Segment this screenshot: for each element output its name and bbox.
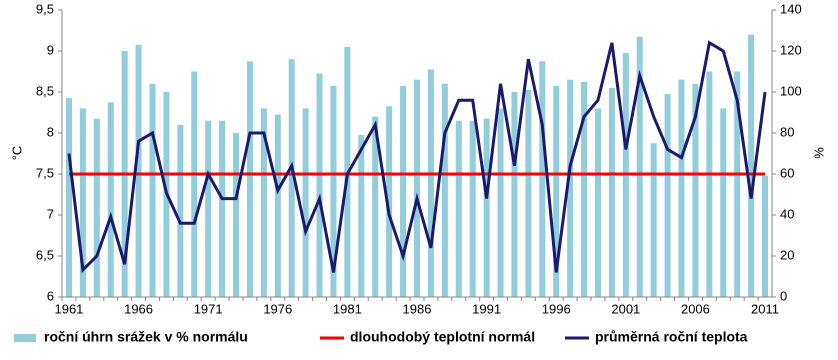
- x-tick-label: 2011: [751, 301, 779, 316]
- bar: [191, 71, 198, 297]
- bar: [678, 79, 685, 297]
- x-tick-label: 1966: [124, 301, 153, 316]
- x-tick-label: 2006: [681, 301, 710, 316]
- y2-tick-label: 0: [780, 288, 787, 303]
- bar: [93, 118, 100, 298]
- bar: [455, 120, 462, 297]
- y2-tick-label: 80: [780, 124, 794, 139]
- bar: [302, 108, 309, 298]
- y-tick-label: 9,5: [36, 1, 54, 16]
- bar: [441, 83, 448, 297]
- bar: [581, 81, 588, 297]
- bar: [762, 176, 769, 297]
- x-tick-label: 1961: [54, 301, 83, 316]
- legend-label: dlouhodobý teplotní normál: [350, 329, 535, 345]
- bar: [358, 135, 365, 297]
- y-tick-label: 6: [47, 288, 54, 303]
- bar: [567, 79, 574, 297]
- bar: [233, 133, 240, 297]
- bar: [177, 124, 184, 297]
- x-tick-label: 2001: [611, 301, 640, 316]
- x-tick-label: 1996: [542, 301, 571, 316]
- bar: [650, 143, 657, 297]
- bar: [149, 83, 156, 297]
- x-tick-label: 1971: [194, 301, 223, 316]
- y-tick-label: 9: [47, 42, 54, 57]
- y-tick-label: 7,5: [36, 165, 54, 180]
- bar: [483, 118, 490, 298]
- legend-label: průměrná roční teplota: [595, 329, 748, 345]
- bar: [720, 108, 727, 298]
- y2-tick-label: 100: [780, 83, 802, 98]
- bar: [734, 71, 741, 297]
- y2-tick-label: 40: [780, 206, 794, 221]
- legend-swatch: [14, 334, 36, 342]
- bar: [386, 106, 393, 297]
- bar: [427, 69, 434, 297]
- bar: [79, 108, 86, 298]
- bar: [330, 85, 337, 297]
- bar: [525, 89, 532, 297]
- bar: [65, 98, 72, 298]
- bar: [260, 108, 267, 298]
- x-tick-label: 1981: [333, 301, 362, 316]
- bar: [274, 114, 281, 297]
- bar: [372, 116, 379, 297]
- bar: [219, 120, 226, 297]
- y2-tick-label: 20: [780, 247, 794, 262]
- bar: [706, 71, 713, 297]
- y-tick-label: 6,5: [36, 247, 54, 262]
- y2-tick-label: 120: [780, 42, 802, 57]
- bar: [497, 108, 504, 298]
- x-tick-label: 1991: [472, 301, 501, 316]
- bar: [539, 61, 546, 297]
- bar: [107, 102, 114, 297]
- bar: [664, 94, 671, 297]
- bar: [246, 61, 253, 297]
- bar: [748, 34, 755, 297]
- y2-tick-label: 60: [780, 165, 794, 180]
- y2-axis-label: %: [811, 147, 826, 159]
- x-tick-label: 1986: [403, 301, 432, 316]
- bar: [511, 92, 518, 297]
- bar: [414, 79, 420, 297]
- legend-label: roční úhrn srážek v % normálu: [44, 329, 248, 345]
- bar: [594, 108, 601, 298]
- bar: [135, 44, 142, 297]
- bar: [692, 83, 699, 297]
- y2-tick-label: 140: [780, 1, 802, 16]
- bar: [288, 59, 295, 298]
- y-axis-label: °C: [9, 146, 24, 161]
- bar: [469, 120, 476, 297]
- y-tick-label: 7: [47, 206, 54, 221]
- bar: [316, 73, 323, 297]
- x-tick-label: 1976: [263, 301, 292, 316]
- bar: [553, 85, 560, 297]
- bar: [400, 85, 407, 297]
- y-tick-label: 8: [47, 124, 54, 139]
- bar: [608, 87, 615, 298]
- y-tick-label: 8,5: [36, 83, 54, 98]
- bar: [636, 36, 643, 298]
- line: [67, 40, 767, 274]
- bar: [205, 120, 212, 297]
